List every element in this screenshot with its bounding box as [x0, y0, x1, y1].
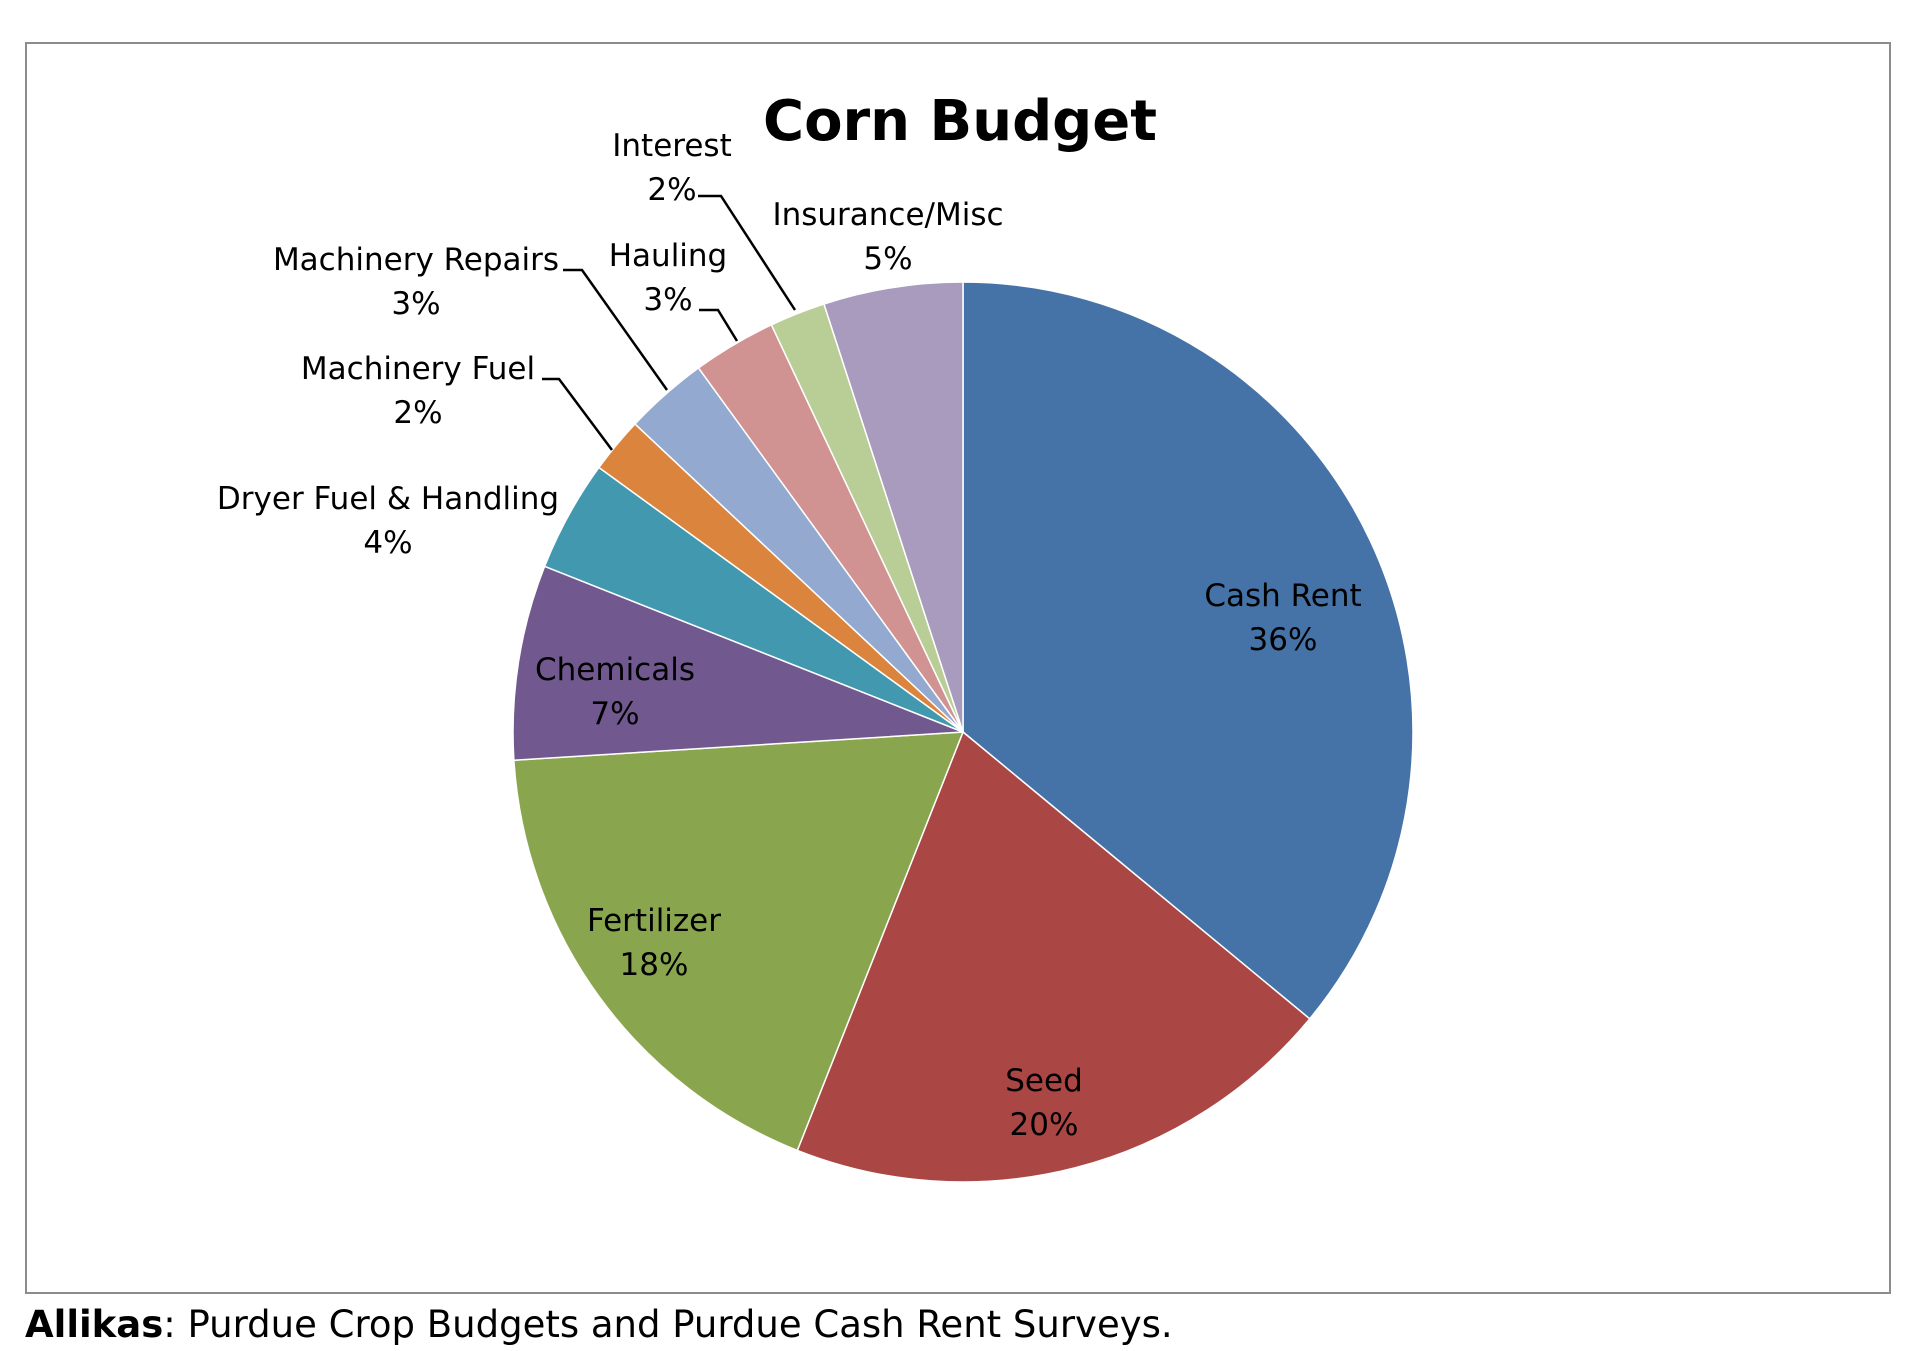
source-separator: : [163, 1303, 176, 1346]
slice-labels: Cash Rent 36% Seed 20% Fertilizer 18% Chemical… [217, 128, 1362, 1143]
label-percent: 7% [590, 696, 639, 732]
label-name: Dryer Fuel & Handling [217, 481, 559, 517]
label-seed: Seed 20% [1005, 1063, 1083, 1143]
label-name: Cash Rent [1204, 578, 1361, 614]
label-chemicals: Chemicals 7% [535, 652, 695, 732]
label-interest: Interest 2% [612, 128, 731, 208]
leader-hauling [699, 308, 739, 342]
label-name: Interest [612, 128, 731, 164]
label-dryer-fuel-handling: Dryer Fuel & Handling 4% [217, 481, 559, 561]
label-insurance-misc: Insurance/Misc 5% [772, 197, 1003, 277]
slice-fertilizer[interactable] [513, 731, 965, 1152]
leader-machinery-fuel [542, 377, 614, 451]
label-percent: 4% [363, 525, 412, 561]
slice-chemicals[interactable] [512, 565, 964, 762]
label-name: Seed [1005, 1063, 1083, 1099]
label-name: Insurance/Misc [772, 197, 1003, 233]
source-author: Allikas [25, 1303, 164, 1346]
label-fertilizer: Fertilizer 18% [587, 903, 721, 983]
leader-lines [542, 194, 797, 451]
label-percent: 3% [391, 286, 440, 322]
label-machinery-fuel: Machinery Fuel 2% [301, 351, 535, 431]
source-caption: Allikas: Purdue Crop Budgets and Purdue … [25, 1303, 1173, 1346]
label-name: Machinery Repairs [273, 242, 559, 278]
slice-seed[interactable] [796, 730, 1311, 1183]
label-name: Fertilizer [587, 903, 721, 939]
label-percent: 2% [647, 172, 696, 208]
label-percent: 5% [863, 241, 912, 277]
label-percent: 36% [1249, 622, 1318, 658]
leader-interest [698, 194, 797, 311]
label-machinery-repairs: Machinery Repairs 3% [273, 242, 559, 322]
leader-machinery-repairs [563, 268, 669, 391]
label-name: Machinery Fuel [301, 351, 535, 387]
label-hauling: Hauling 3% [609, 238, 728, 318]
label-cash-rent: Cash Rent 36% [1204, 578, 1361, 658]
label-percent: 20% [1010, 1107, 1079, 1143]
chart-title: Corn Budget [763, 89, 1157, 154]
label-percent: 18% [620, 947, 689, 983]
source-text: Purdue Crop Budgets and Purdue Cash Rent… [175, 1303, 1173, 1346]
label-percent: 3% [643, 282, 692, 318]
slice-insurance-misc[interactable] [822, 281, 964, 733]
label-percent: 2% [393, 395, 442, 431]
label-name: Hauling [609, 238, 728, 274]
slice-cash-rent[interactable] [962, 281, 1414, 1020]
slices-layer [512, 281, 1414, 1183]
label-name: Chemicals [535, 652, 695, 688]
